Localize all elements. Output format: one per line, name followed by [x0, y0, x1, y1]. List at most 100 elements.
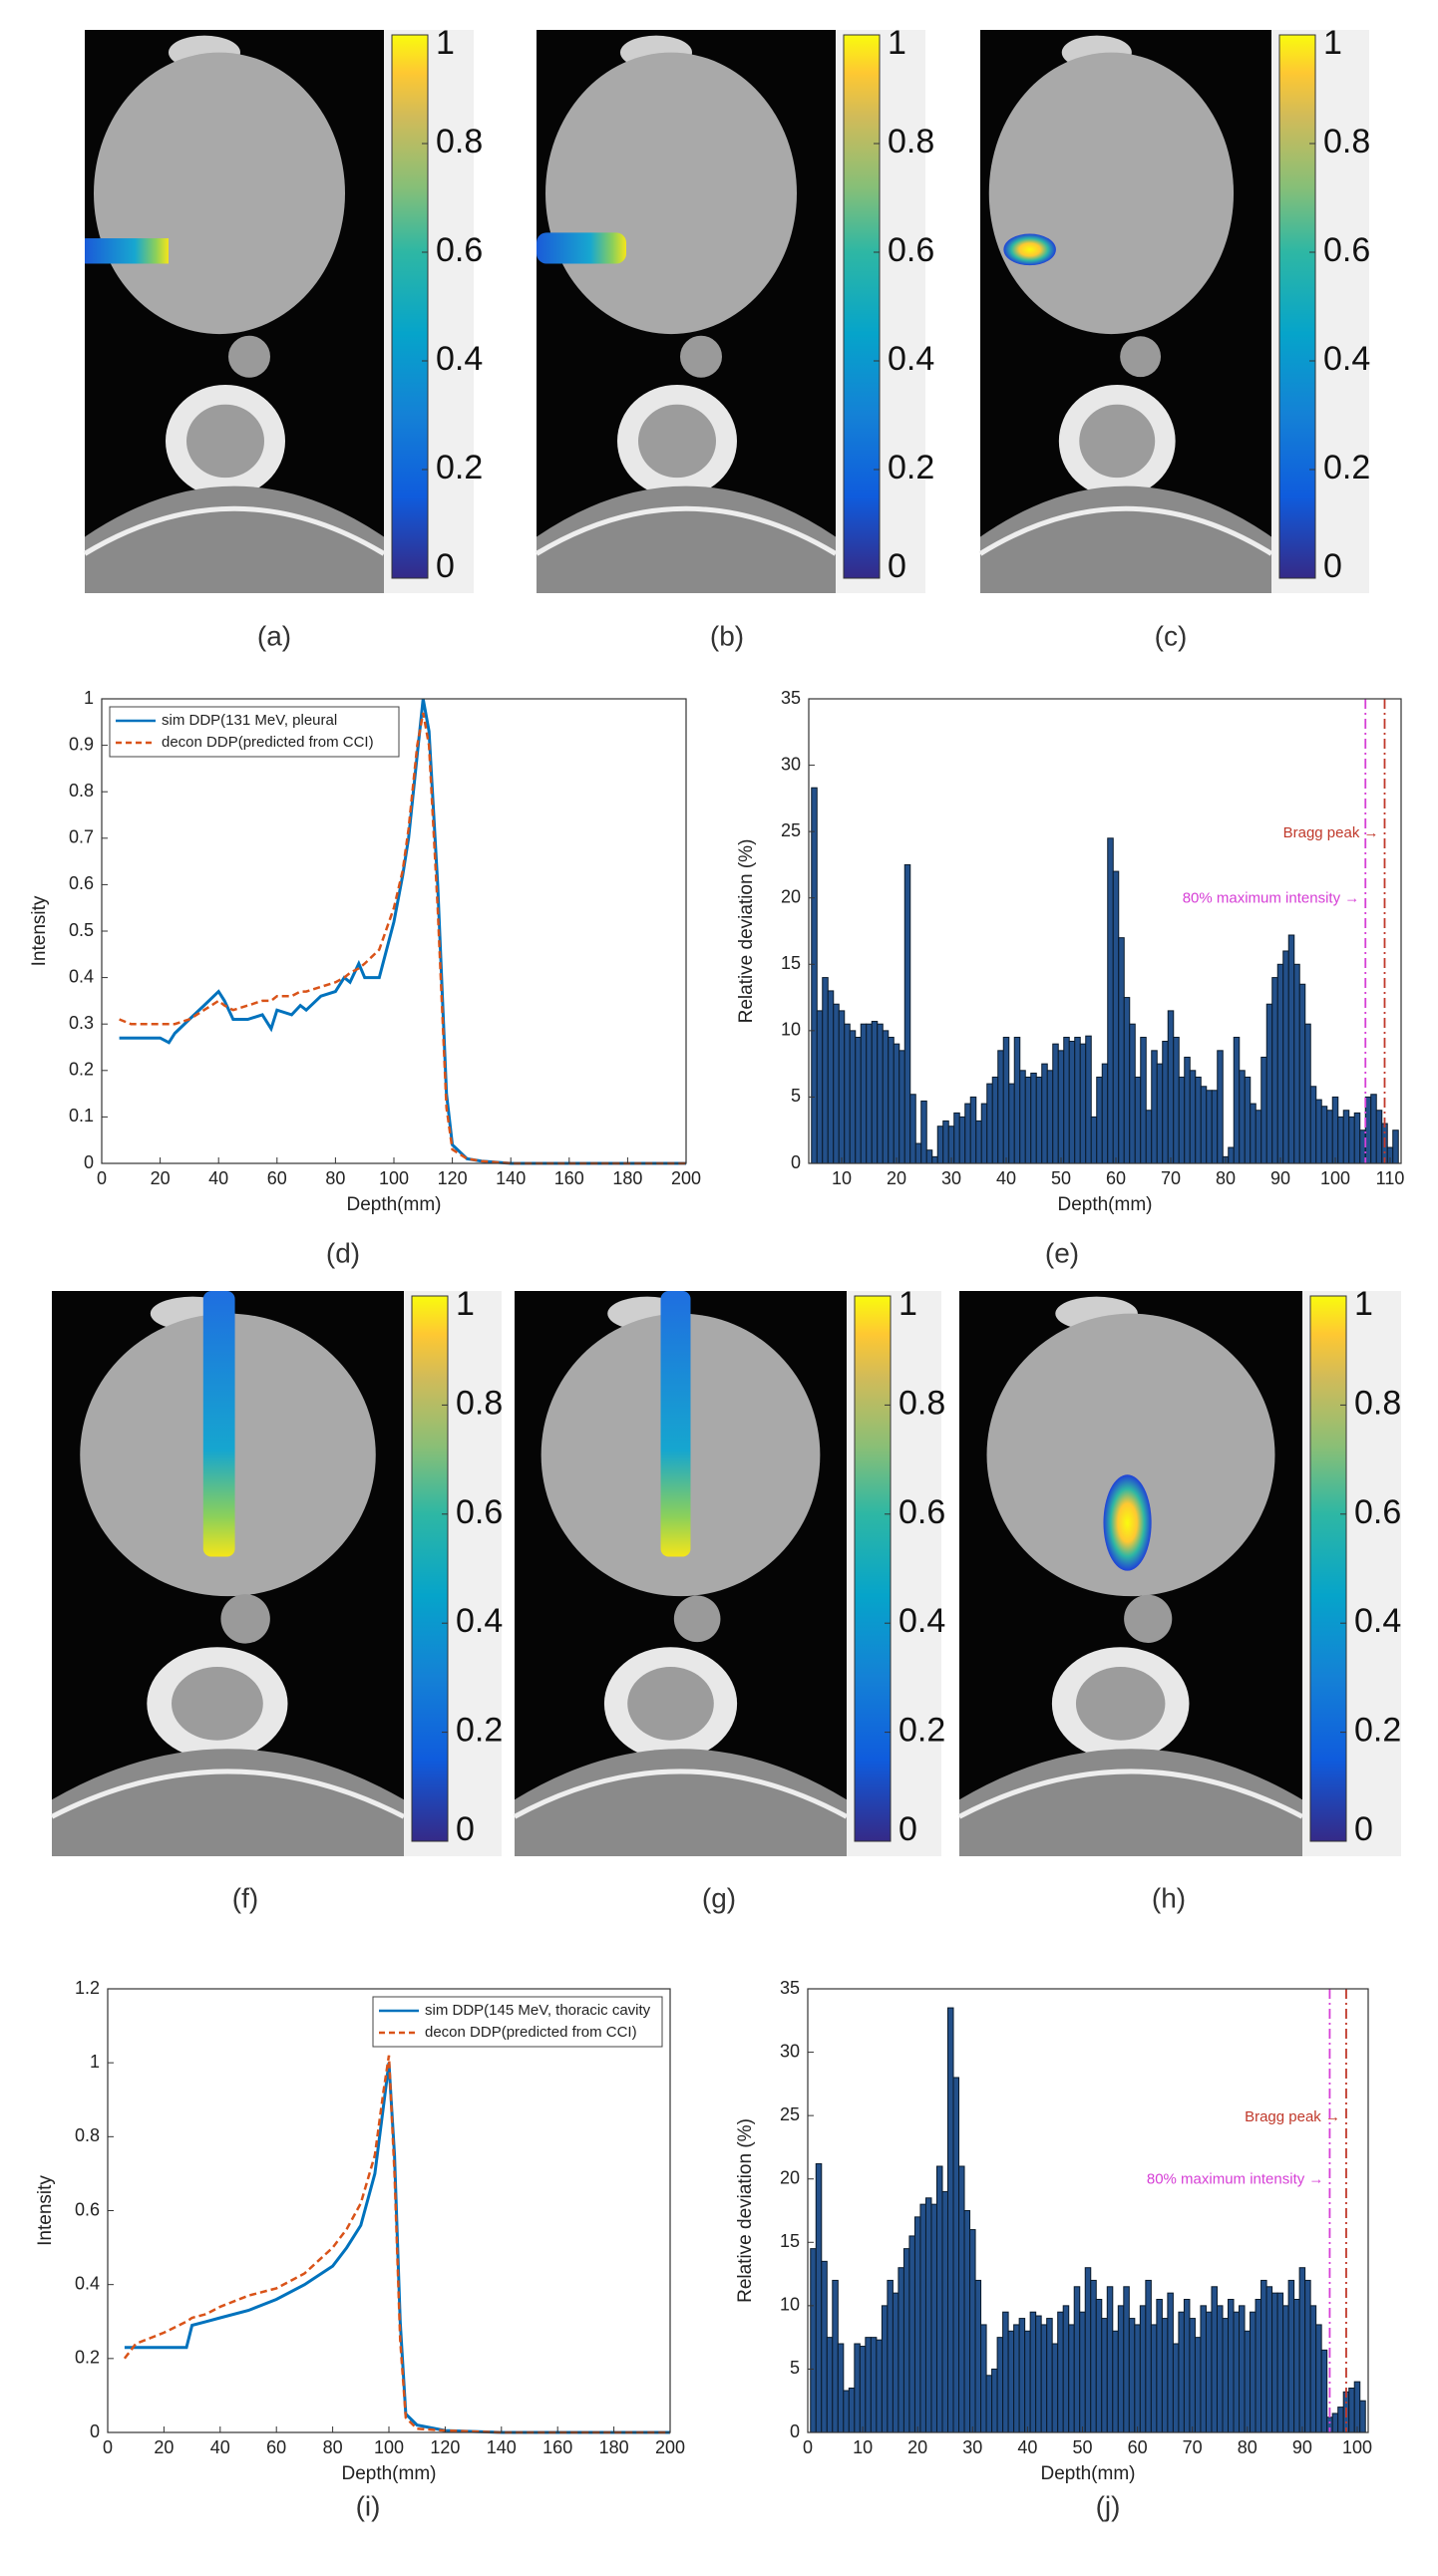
colorbar-tick-label: 0.4: [888, 340, 934, 378]
bar: [1320, 1106, 1328, 1164]
bar: [1073, 2286, 1081, 2433]
bar: [996, 2337, 1004, 2433]
bar: [991, 2368, 998, 2433]
bar: [1090, 2279, 1097, 2433]
ct-heart: [986, 1313, 1275, 1597]
colorbar-tick-label: 0.4: [456, 1602, 503, 1640]
ct-back: [85, 485, 384, 593]
bar: [1128, 2318, 1136, 2433]
bar: [1062, 2305, 1070, 2433]
y-tick-label: 30: [781, 754, 801, 774]
x-tick-label: 20: [154, 2437, 174, 2457]
bar: [1228, 1146, 1235, 1164]
colorbar-tick-label: 0: [436, 547, 455, 585]
y-tick-label: 0.5: [69, 920, 94, 940]
bar: [969, 1096, 977, 1164]
reference-label: Bragg peak →: [1283, 824, 1379, 841]
x-tick-label: 10: [853, 2437, 873, 2457]
plot-area: [102, 699, 686, 1163]
x-tick-label: 20: [887, 1168, 906, 1188]
x-tick-label: 50: [1051, 1168, 1071, 1188]
colorbar-tick-label: 0.6: [436, 231, 483, 269]
colorbar-tick-label: 0.6: [899, 1493, 945, 1531]
bar: [1090, 1116, 1098, 1164]
bar: [871, 1021, 879, 1164]
bar: [930, 2203, 937, 2433]
legend-label: decon DDP(predicted from CCI): [425, 2024, 637, 2041]
bar: [1118, 937, 1125, 1164]
bar: [1101, 2318, 1108, 2433]
y-tick-label: 0: [90, 2421, 100, 2441]
bar: [1293, 2299, 1300, 2433]
bar: [1156, 1063, 1164, 1164]
bar: [1123, 2286, 1130, 2433]
x-tick-label: 40: [996, 1168, 1016, 1188]
ct-aorta: [228, 335, 270, 378]
bar: [964, 1103, 971, 1164]
bar: [838, 1010, 846, 1164]
colorbar-tick-label: 0.4: [899, 1602, 945, 1640]
colorbar-tick-label: 0.8: [1354, 1384, 1401, 1422]
ct-aorta: [680, 335, 722, 378]
y-tick-label: 1: [90, 2052, 100, 2072]
y-tick-label: 25: [780, 2104, 800, 2124]
x-tick-label: 160: [542, 2437, 572, 2457]
reference-label: 80% maximum intensity →: [1147, 2170, 1324, 2187]
bar: [1068, 1041, 1076, 1164]
ct-heart: [94, 52, 345, 335]
bar: [881, 2305, 889, 2433]
x-tick-label: 160: [554, 1168, 584, 1188]
bar: [935, 2165, 943, 2433]
bar: [1239, 1070, 1246, 1164]
colorbar-tick-label: 0.6: [1354, 1493, 1401, 1531]
bar: [1359, 2400, 1366, 2433]
data-line: [119, 712, 686, 1165]
bar: [1244, 2330, 1252, 2433]
y-tick-label: 10: [781, 1020, 801, 1040]
bar: [1255, 2299, 1262, 2433]
panel-label: (c): [1155, 620, 1188, 651]
x-axis-label: Depth(mm): [341, 2463, 436, 2484]
bar: [1117, 2305, 1125, 2433]
y-tick-label: 5: [790, 2358, 800, 2378]
colorbar-tick-label: 1: [456, 1285, 475, 1323]
bar: [1007, 2330, 1015, 2433]
bar: [947, 2007, 954, 2433]
bar: [1024, 2330, 1031, 2433]
colorbar-tick-label: 0.8: [1323, 123, 1370, 161]
bar: [832, 2279, 839, 2433]
bar: [1309, 1086, 1317, 1164]
y-tick-label: 0.2: [69, 1060, 94, 1080]
bar: [1074, 1037, 1081, 1164]
y-tick-label: 15: [780, 2231, 800, 2251]
colorbar-tick-label: 0.6: [1323, 231, 1370, 269]
x-tick-label: 80: [1238, 2437, 1258, 2457]
bar: [827, 990, 835, 1164]
bar: [877, 1023, 884, 1164]
bar: [1151, 1050, 1158, 1164]
bar: [942, 1120, 949, 1164]
bar: [1228, 2299, 1235, 2433]
ct-back: [959, 1749, 1302, 1856]
x-tick-label: 70: [1161, 1168, 1181, 1188]
bar: [1205, 2311, 1213, 2433]
colorbar-tick-label: 0.2: [456, 1712, 503, 1750]
x-tick-label: 60: [1106, 1168, 1126, 1188]
bar: [985, 2375, 993, 2433]
y-tick-label: 0.7: [69, 827, 94, 847]
legend-label: sim DDP(145 MeV, thoracic cavity: [425, 2002, 651, 2019]
bar: [859, 2346, 867, 2433]
bar: [1194, 2337, 1202, 2433]
x-tick-label: 0: [103, 2437, 113, 2457]
ct-back: [52, 1749, 404, 1856]
x-tick-label: 110: [1376, 1168, 1405, 1188]
y-tick-label: 30: [780, 2041, 800, 2061]
colorbar-tick-label: 0.2: [1354, 1712, 1401, 1750]
bar: [1162, 1041, 1169, 1164]
bar: [1331, 1096, 1339, 1164]
panel-label: (b): [710, 620, 744, 651]
panel-label: (d): [326, 1237, 360, 1268]
bar: [1178, 2311, 1185, 2433]
bar: [844, 1023, 851, 1164]
